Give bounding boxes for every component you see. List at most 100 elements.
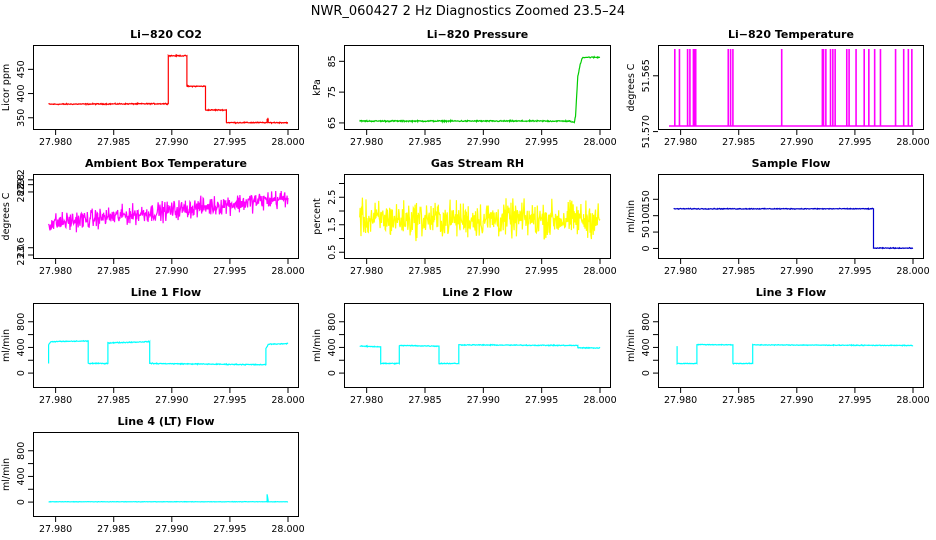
line-4-lt-flow-xtick-label: 27.995 (213, 524, 246, 535)
li820-pressure-xtick-label: 28.000 (583, 137, 616, 148)
ambient-box-temperature-xtick-label: 28.000 (271, 266, 304, 277)
sample-flow-ytick-label: 150 (641, 190, 652, 208)
li820-pressure-data (359, 55, 601, 124)
li820-pressure-xtick-label: 27.985 (408, 137, 441, 148)
line-4-lt-flow-ytick-label: 0 (16, 499, 27, 505)
ambient-box-temperature-ylabel: degrees C (1, 192, 12, 240)
line-1-flow-yaxis: 0 400 800 (16, 313, 33, 376)
sample-flow-xaxis: 27.980 27.985 27.990 27.995 28.000 (664, 259, 930, 277)
li820-temperature-xtick-label: 27.980 (664, 137, 697, 148)
li820-temperature-ytick-label: 51.565 (641, 59, 652, 92)
line-4-lt-flow-panel: Line 4 (LT) Flow ml/min 27.980 27.985 27.990… (1, 415, 305, 535)
ambient-box-temperature-ytick-label: 28.2 (16, 181, 27, 202)
li820-pressure-ytick-label: 75 (327, 86, 338, 98)
gas-stream-rh-xtick-label: 28.000 (583, 266, 616, 277)
line-4-lt-flow-frame (33, 432, 299, 517)
line-3-flow-series-line (676, 343, 914, 365)
li820-temperature-ylabel: degrees C (626, 63, 637, 111)
li820-co2-xtick-label: 28.000 (271, 137, 304, 148)
line-3-flow-ytick-label: 400 (641, 338, 652, 356)
li820-pressure-xtick-label: 27.995 (525, 137, 558, 148)
li820-pressure-ytick-label: 65 (327, 117, 338, 129)
ambient-box-temperature-frame (33, 174, 299, 259)
line-2-flow-panel: Line 2 Flow ml/min 27.980 27.985 27.990 27.99… (312, 286, 617, 406)
li820-pressure-xtick-label: 27.990 (467, 137, 500, 148)
gas-stream-rh-frame (344, 174, 611, 259)
li820-temperature-xaxis: 27.980 27.985 27.990 27.995 28.000 (664, 130, 930, 148)
line-1-flow-ytick-label: 800 (16, 313, 27, 331)
ambient-box-temperature-xaxis: 27.980 27.985 27.990 27.995 28.000 (39, 259, 305, 277)
line-3-flow-title: Line 3 Flow (756, 286, 826, 299)
gas-stream-rh-panel: Gas Stream RH percent 27.980 27.985 27.990 27… (312, 157, 617, 277)
line-3-flow-xtick-label: 27.985 (722, 395, 755, 406)
line-4-lt-flow-series-line (48, 494, 289, 503)
line-2-flow-data (359, 343, 601, 365)
line-2-flow-ylabel: ml/min (312, 329, 323, 362)
line-4-lt-flow-xtick-label: 27.990 (155, 524, 188, 535)
line-1-flow-xtick-label: 27.995 (213, 395, 246, 406)
gas-stream-rh-ytick-label: 0.5 (327, 245, 338, 260)
ambient-box-temperature-xtick-label: 27.990 (155, 266, 188, 277)
sample-flow-frame (658, 174, 924, 259)
sample-flow-series-line (673, 207, 914, 250)
gas-stream-rh-xaxis: 27.980 27.985 27.990 27.995 28.000 (350, 259, 617, 277)
li820-temperature-xtick-label: 27.990 (780, 137, 813, 148)
gas-stream-rh-series-line (359, 197, 601, 242)
line-3-flow-xtick-label: 27.980 (664, 395, 697, 406)
li820-pressure-xtick-label: 27.980 (350, 137, 383, 148)
line-3-flow-ytick-label: 800 (641, 313, 652, 331)
line-2-flow-xtick-label: 27.995 (525, 395, 558, 406)
line-2-flow-xaxis: 27.980 27.985 27.990 27.995 28.000 (350, 388, 617, 406)
line-4-lt-flow-xaxis: 27.980 27.985 27.990 27.995 28.000 (39, 517, 305, 535)
li820-pressure-frame (344, 45, 611, 130)
line-1-flow-xtick-label: 28.000 (271, 395, 304, 406)
sample-flow-ytick-label: 0 (641, 245, 652, 251)
li820-temperature-xtick-label: 27.985 (722, 137, 755, 148)
li820-pressure-ylabel: kPa (312, 79, 323, 96)
li820-co2-ytick-label: 350 (16, 109, 27, 127)
ambient-box-temperature-xtick-label: 27.980 (39, 266, 72, 277)
li820-co2-yaxis: 350 400 450 (16, 60, 33, 127)
gas-stream-rh-xtick-label: 27.980 (350, 266, 383, 277)
line-3-flow-frame (658, 303, 924, 388)
sample-flow-title: Sample Flow (752, 157, 831, 170)
sample-flow-xtick-label: 27.980 (664, 266, 697, 277)
line-2-flow-frame (344, 303, 611, 388)
page-title: NWR_060427 2 Hz Diagnostics Zoomed 23.5–… (311, 4, 625, 19)
line-3-flow-ytick-label: 0 (641, 370, 652, 376)
ambient-box-temperature-ytick-label: 23.6 (16, 237, 27, 258)
li820-co2-xaxis: 27.980 27.985 27.990 27.995 28.000 (39, 130, 305, 148)
li820-temperature-frame (658, 45, 924, 130)
line-4-lt-flow-data (48, 494, 289, 503)
gas-stream-rh-xtick-label: 27.990 (467, 266, 500, 277)
gas-stream-rh-ylabel: percent (312, 198, 323, 235)
li820-co2-xtick-label: 27.990 (155, 137, 188, 148)
line-2-flow-xtick-label: 27.980 (350, 395, 383, 406)
line-2-flow-series-line (359, 343, 601, 365)
sample-flow-data (673, 207, 914, 250)
line-1-flow-ytick-label: 0 (16, 370, 27, 376)
line-1-flow-ytick-label: 400 (16, 338, 27, 356)
gas-stream-rh-title: Gas Stream RH (431, 157, 524, 170)
line-4-lt-flow-ylabel: ml/min (1, 458, 12, 491)
li820-temperature-xtick-label: 27.995 (838, 137, 871, 148)
li820-pressure-series-line (359, 55, 601, 124)
line-1-flow-xaxis: 27.980 27.985 27.990 27.995 28.000 (39, 388, 305, 406)
li820-temperature-title: Li−820 Temperature (728, 28, 854, 41)
li820-pressure-ytick-label: 85 (327, 55, 338, 67)
line-4-lt-flow-yaxis: 0 400 800 (16, 442, 33, 505)
li820-co2-ytick-label: 450 (16, 60, 27, 78)
li820-co2-ytick-label: 400 (16, 84, 27, 102)
ambient-box-temperature-series-line (48, 190, 289, 233)
line-3-flow-xaxis: 27.980 27.985 27.990 27.995 28.000 (664, 388, 930, 406)
ambient-box-temperature-xtick-label: 27.985 (97, 266, 130, 277)
line-3-flow-panel: Line 3 Flow ml/min 27.980 27.985 27.990 27.99… (626, 286, 930, 406)
li820-temperature-data (669, 49, 913, 127)
li820-pressure-yaxis: 65 75 85 (327, 55, 344, 129)
ambient-box-temperature-ytick-label: 29.2 (16, 169, 27, 190)
